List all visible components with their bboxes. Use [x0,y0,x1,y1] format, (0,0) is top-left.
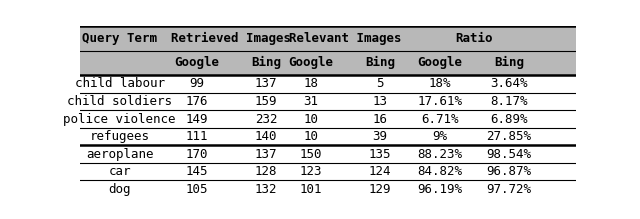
Text: Google: Google [288,57,333,69]
Text: dog: dog [108,183,131,196]
Text: 101: 101 [300,183,322,196]
Text: 105: 105 [186,183,208,196]
Bar [80,180,576,198]
Text: 18%: 18% [428,78,451,90]
Text: 129: 129 [369,183,391,196]
Text: 135: 135 [369,148,391,161]
Text: 99: 99 [189,78,204,90]
Bar [80,145,576,163]
Text: 8.17%: 8.17% [490,95,528,108]
Text: 145: 145 [186,165,208,178]
Text: Ratio: Ratio [456,32,493,45]
Text: 232: 232 [255,113,277,125]
Text: police violence: police violence [63,113,176,125]
Text: 84.82%: 84.82% [417,165,462,178]
Text: refugees: refugees [90,130,150,143]
Text: 97.72%: 97.72% [486,183,532,196]
Text: 170: 170 [186,148,208,161]
Text: 3.64%: 3.64% [490,78,528,90]
Text: 132: 132 [255,183,277,196]
Text: 18: 18 [303,78,318,90]
Text: child soldiers: child soldiers [67,95,172,108]
Text: 10: 10 [303,113,318,125]
Bar [80,51,576,75]
Bar [80,163,576,180]
Text: 176: 176 [186,95,208,108]
Bar [80,26,576,51]
Text: 6.71%: 6.71% [421,113,458,125]
Text: aeroplane: aeroplane [86,148,154,161]
Text: 17.61%: 17.61% [417,95,462,108]
Text: 150: 150 [300,148,322,161]
Text: 124: 124 [369,165,391,178]
Text: 137: 137 [255,148,277,161]
Text: 9%: 9% [432,130,447,143]
Text: 140: 140 [255,130,277,143]
Text: 39: 39 [372,130,388,143]
Text: 88.23%: 88.23% [417,148,462,161]
Text: Retrieved Images: Retrieved Images [172,32,291,45]
Bar [80,93,576,110]
Bar [80,110,576,128]
Text: 111: 111 [186,130,208,143]
Text: Bing: Bing [251,57,281,69]
Text: 98.54%: 98.54% [486,148,532,161]
Text: Google: Google [417,57,462,69]
Text: 5: 5 [376,78,384,90]
Text: 13: 13 [372,95,388,108]
Text: 159: 159 [255,95,277,108]
Text: 10: 10 [303,130,318,143]
Text: Relevant Images: Relevant Images [289,32,402,45]
Text: Google: Google [174,57,219,69]
Text: 27.85%: 27.85% [486,130,532,143]
Text: 149: 149 [186,113,208,125]
Text: car: car [108,165,131,178]
Bar [80,75,576,93]
Text: 31: 31 [303,95,318,108]
Text: 6.89%: 6.89% [490,113,528,125]
Text: Bing: Bing [494,57,524,69]
Text: child labour: child labour [75,78,164,90]
Text: 123: 123 [300,165,322,178]
Text: 137: 137 [255,78,277,90]
Text: Query Term: Query Term [82,32,157,45]
Text: 96.87%: 96.87% [486,165,532,178]
Text: 16: 16 [372,113,388,125]
Text: 96.19%: 96.19% [417,183,462,196]
Text: 128: 128 [255,165,277,178]
Text: Bing: Bing [365,57,395,69]
Bar [80,128,576,145]
